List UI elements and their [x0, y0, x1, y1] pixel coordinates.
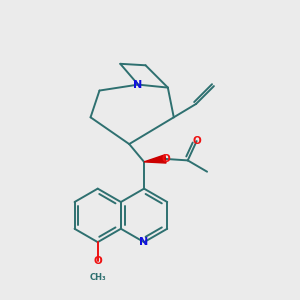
Text: N: N — [134, 80, 143, 90]
Text: CH₃: CH₃ — [89, 273, 106, 282]
Text: O: O — [161, 154, 170, 164]
Polygon shape — [144, 155, 166, 163]
Text: O: O — [93, 256, 102, 266]
Text: O: O — [192, 136, 201, 146]
Text: N: N — [140, 237, 149, 247]
